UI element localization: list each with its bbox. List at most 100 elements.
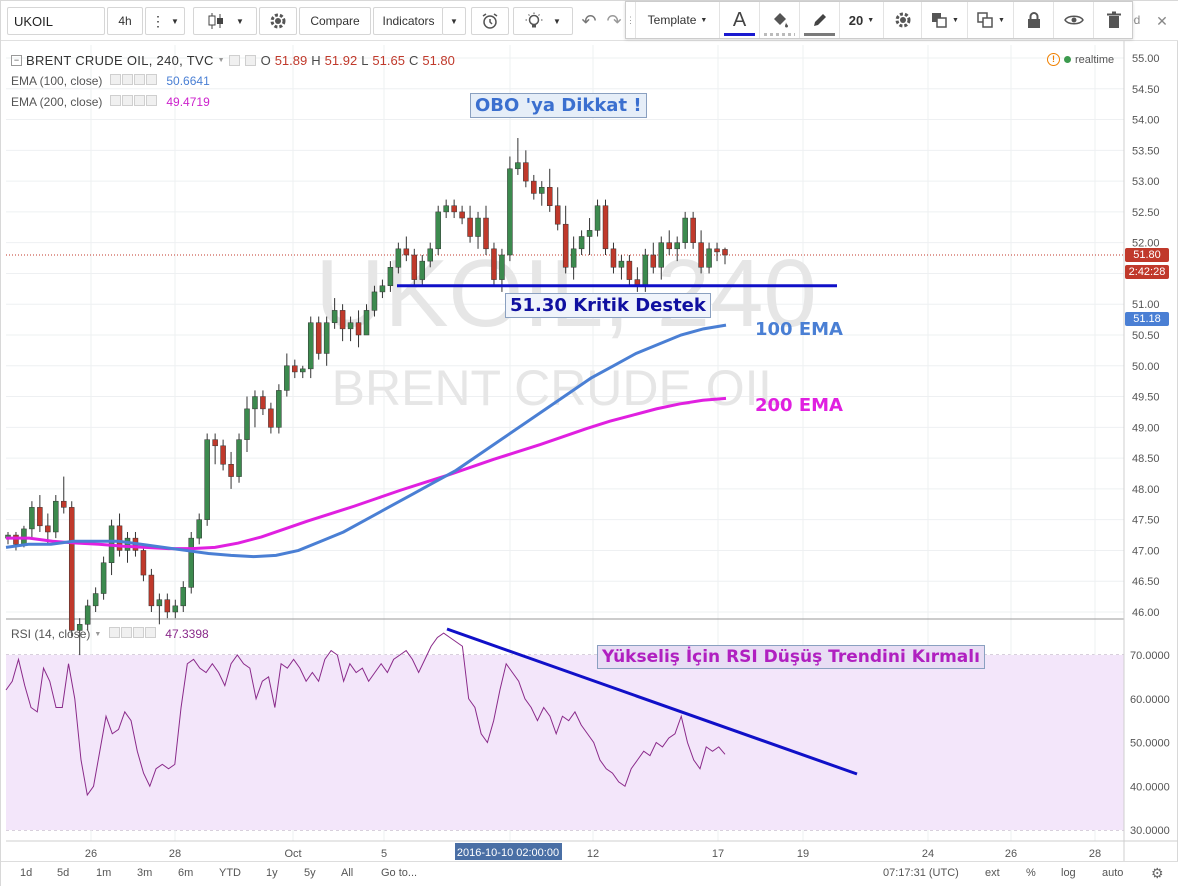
candle xyxy=(658,236,665,280)
alert-button[interactable] xyxy=(471,7,509,35)
template-dropdown[interactable]: Template ▼ xyxy=(636,2,720,38)
percent-toggle[interactable]: % xyxy=(1026,867,1036,879)
undo-button[interactable]: ↶ xyxy=(575,7,603,35)
ema100-legend[interactable]: EMA (100, close) 50.6641 xyxy=(11,74,210,88)
candle-body xyxy=(507,168,513,256)
candle-body xyxy=(475,217,481,237)
range-5y[interactable]: 5y xyxy=(304,867,316,879)
lock-button[interactable] xyxy=(1014,2,1054,38)
gear-icon[interactable] xyxy=(121,627,133,638)
range-3m[interactable]: 3m xyxy=(137,867,153,879)
candle-body xyxy=(578,236,585,250)
more-vertical-icon: ⋮ xyxy=(151,13,166,29)
clock-label[interactable]: 07:17:31 (UTC) xyxy=(883,867,959,879)
text-color-button[interactable]: A xyxy=(720,2,760,38)
compare-button[interactable]: Compare xyxy=(299,7,371,35)
clone-button[interactable]: ▼ xyxy=(968,2,1014,38)
eye-icon[interactable] xyxy=(110,95,122,106)
interval-label: 4h xyxy=(118,14,132,28)
range-1d[interactable]: 1d xyxy=(20,867,33,879)
move-icon[interactable] xyxy=(133,627,145,638)
drag-handle[interactable]: ⋮ xyxy=(626,2,636,38)
eye-icon[interactable] xyxy=(109,627,121,638)
hide-button[interactable] xyxy=(1054,2,1094,38)
delete-button[interactable] xyxy=(1094,2,1134,38)
move-icon[interactable] xyxy=(134,74,146,85)
candle-body xyxy=(61,500,67,508)
close-button[interactable]: ✕ xyxy=(1149,7,1175,35)
visual-order-button[interactable]: ▼ xyxy=(922,2,968,38)
indicators-dropdown[interactable]: ▼ xyxy=(442,7,466,35)
support-annotation[interactable]: 51.30 Kritik Destek xyxy=(505,293,711,318)
interval-dropdown[interactable]: ⋮ ▼ xyxy=(145,7,185,35)
candle xyxy=(108,519,115,576)
range-all[interactable]: All xyxy=(341,867,354,879)
gear-icon xyxy=(270,13,286,29)
rsi-trend-line[interactable] xyxy=(446,627,858,776)
drawing-settings-button[interactable] xyxy=(884,2,922,38)
close-icon[interactable] xyxy=(145,627,157,638)
interval-button[interactable]: 4h xyxy=(107,7,143,35)
candle xyxy=(395,242,402,274)
candle-body xyxy=(124,537,131,551)
move-icon[interactable] xyxy=(134,95,146,106)
range-5d[interactable]: 5d xyxy=(57,867,70,879)
gear-icon[interactable]: ⚙ xyxy=(1151,865,1164,881)
candle-body xyxy=(172,605,179,613)
indicators-button[interactable]: Indicators xyxy=(373,7,443,35)
ema100-annotation[interactable]: 100 EMA xyxy=(755,319,843,340)
font-size-dropdown[interactable]: 20 ▼ xyxy=(840,2,884,38)
warning-icon[interactable]: ! xyxy=(1047,53,1060,66)
eye-icon[interactable] xyxy=(228,55,240,66)
log-toggle[interactable]: log xyxy=(1061,867,1076,879)
obo-annotation[interactable]: OBO 'ya Dikkat ! xyxy=(470,93,647,118)
border-color-button[interactable] xyxy=(800,2,840,38)
candle-body xyxy=(76,624,83,631)
candle xyxy=(539,181,545,206)
ext-toggle[interactable]: ext xyxy=(985,867,1000,879)
gear-icon[interactable] xyxy=(244,55,256,66)
chart-canvas[interactable]: UKOIL, 240 BRENT CRUDE OIL 55.0054.5054.… xyxy=(1,41,1178,861)
close-icon[interactable] xyxy=(146,74,158,85)
rsi-legend[interactable]: RSI (14, close) ▼ 47.3398 xyxy=(11,627,209,641)
background-color-button[interactable] xyxy=(760,2,800,38)
candle-body xyxy=(228,464,234,477)
candle-body xyxy=(618,260,625,268)
realtime-label: realtime xyxy=(1075,53,1115,66)
chart-style-button[interactable]: ▼ xyxy=(193,7,257,35)
ema200-legend[interactable]: EMA (200, close) 49.4719 xyxy=(11,95,210,109)
collapse-icon[interactable]: − xyxy=(11,55,22,66)
candle xyxy=(220,439,226,471)
price-tick-label: 49.50 xyxy=(1132,392,1160,404)
goto-button[interactable]: Go to... xyxy=(381,867,418,879)
range-6m[interactable]: 6m xyxy=(178,867,194,879)
gear-icon[interactable] xyxy=(122,95,134,106)
ema200-annotation[interactable]: 200 EMA xyxy=(755,395,843,416)
close-icon[interactable] xyxy=(146,95,158,106)
eye-icon[interactable] xyxy=(110,74,122,85)
range-1y[interactable]: 1y xyxy=(266,867,278,879)
candle xyxy=(371,285,378,317)
chevron-down-icon[interactable]: ▼ xyxy=(217,57,225,64)
auto-toggle[interactable]: auto xyxy=(1102,867,1124,879)
lightbulb-icon xyxy=(525,12,543,28)
range-1m[interactable]: 1m xyxy=(96,867,112,879)
candle xyxy=(188,531,194,594)
settings-button[interactable] xyxy=(259,7,297,35)
candle xyxy=(196,513,202,545)
gear-icon[interactable] xyxy=(122,74,134,85)
time-tick-label: 17 xyxy=(712,848,724,860)
candle xyxy=(323,316,330,366)
candle xyxy=(379,279,386,299)
rsi-annotation[interactable]: Yükseliş İçin RSI Düşüş Trendini Kırmalı xyxy=(597,645,985,669)
symbol-input[interactable]: UKOIL xyxy=(7,7,105,35)
redo-button[interactable]: ↷ xyxy=(601,7,627,35)
range-ytd[interactable]: YTD xyxy=(219,867,241,879)
crosshair-label-bg xyxy=(455,843,562,860)
candle-body xyxy=(323,322,330,354)
time-tick-label: 28 xyxy=(1089,848,1101,860)
ideas-button[interactable]: ▼ xyxy=(513,7,573,35)
ema100-line xyxy=(5,323,727,559)
series-title[interactable]: BRENT CRUDE OIL, 240, TVC xyxy=(26,53,214,68)
price-tick-label: 54.00 xyxy=(1132,115,1160,127)
